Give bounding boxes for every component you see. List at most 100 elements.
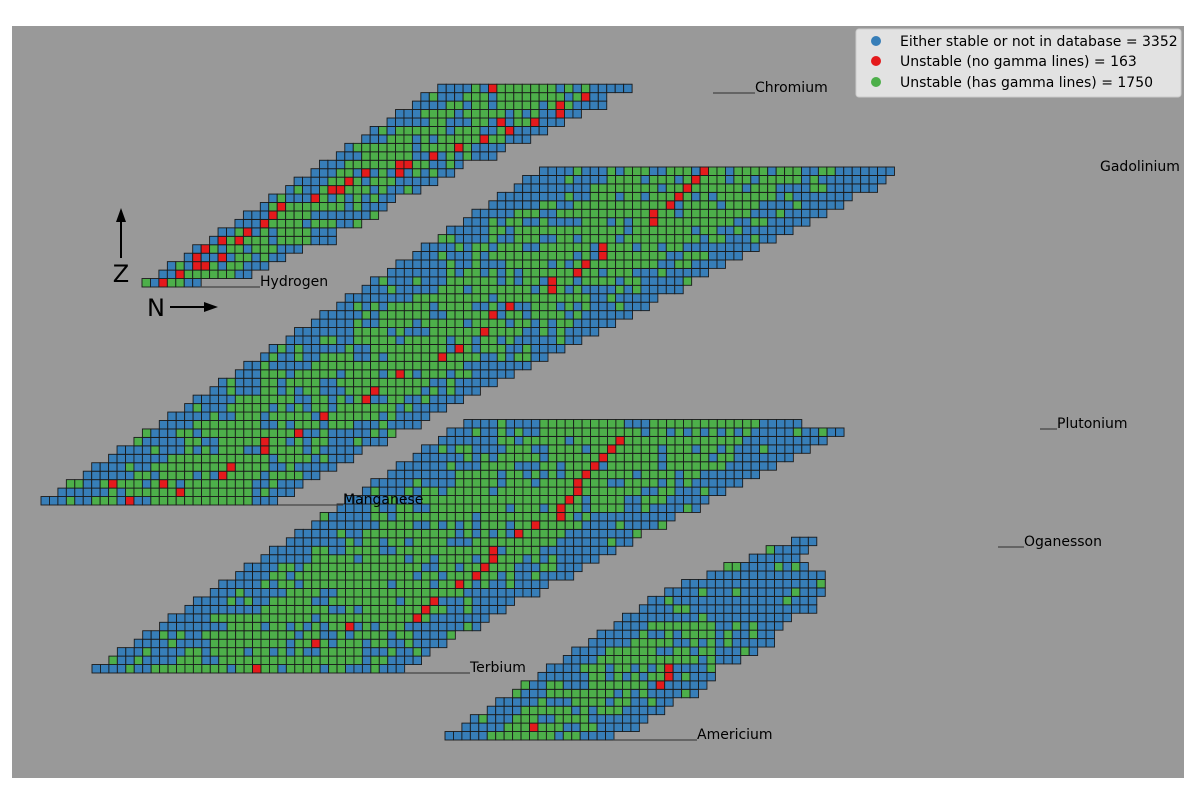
nuclide-cell — [522, 234, 532, 244]
nuclide-cell — [285, 537, 296, 547]
nuclide-cell — [556, 512, 566, 522]
nuclide-cell — [471, 100, 481, 110]
nuclide-cell — [556, 545, 566, 556]
nuclide-cell — [353, 664, 363, 674]
nuclide-cell — [674, 284, 684, 295]
nuclide-cell — [782, 579, 792, 589]
nuclide-cell — [632, 242, 642, 252]
nuclide-cell — [369, 210, 380, 220]
nuclide-cell — [269, 604, 279, 615]
nuclide-cell — [378, 537, 389, 547]
nuclide-cell — [775, 174, 786, 185]
nuclide-cell — [184, 630, 194, 640]
nuclide-cell — [285, 185, 295, 195]
nuclide-cell — [243, 436, 253, 447]
nuclide-cell — [632, 503, 642, 513]
nuclide-cell — [327, 185, 337, 195]
nuclide-cell — [294, 352, 304, 362]
nuclide-cell — [184, 420, 194, 430]
nuclide-cell — [260, 411, 270, 421]
nuclide-cell — [412, 478, 423, 488]
nuclide-cell — [311, 596, 321, 606]
nuclide-cell — [361, 352, 372, 362]
nuclide-cell — [556, 217, 566, 227]
nuclide-cell — [444, 731, 454, 741]
nuclide-cell — [522, 293, 532, 303]
nuclide-cell — [378, 655, 389, 665]
nuclide-cell — [395, 403, 405, 413]
nuclide-cell — [141, 445, 152, 455]
nuclide-cell — [742, 469, 752, 480]
nuclide-cell — [201, 496, 211, 506]
nuclide-cell — [395, 259, 405, 269]
nuclide-cell — [183, 252, 194, 263]
nuclide-cell — [801, 435, 811, 446]
nuclide-cell — [361, 436, 372, 447]
nuclide-cell — [649, 427, 659, 437]
nuclide-cell — [596, 629, 606, 640]
nuclide-cell — [522, 588, 532, 598]
nuclide-cell — [573, 512, 583, 522]
nuclide-cell — [294, 344, 304, 354]
nuclide-cell — [344, 159, 354, 170]
nuclide-cell — [588, 671, 598, 682]
nuclide-cell — [740, 638, 750, 648]
nuclide-cell — [682, 200, 693, 210]
nuclide-cell — [370, 604, 380, 615]
nuclide-cell — [108, 655, 118, 665]
nuclide-cell — [640, 267, 650, 278]
nuclide-cell — [579, 731, 590, 741]
nuclide-cell — [462, 109, 473, 119]
nuclide-cell — [708, 461, 718, 471]
nuclide-cell — [471, 495, 482, 505]
nuclide-cell — [429, 596, 439, 606]
nuclide-cell — [217, 436, 228, 447]
nuclide-cell — [259, 202, 270, 212]
nuclide-cell — [252, 571, 262, 581]
nuclide-cell — [572, 92, 582, 102]
nuclide-cell — [657, 419, 668, 429]
nuclide-cell — [345, 520, 355, 530]
nuclide-cell — [782, 587, 792, 597]
nuclide-cell — [336, 562, 346, 573]
nuclide-cell — [657, 183, 667, 193]
nuclide-cell — [725, 478, 735, 488]
legend: Either stable or not in database = 3352 … — [855, 28, 1182, 98]
nuclide-cell — [497, 571, 507, 581]
nuclide-cell — [345, 537, 355, 547]
nuclide-cell — [361, 159, 371, 170]
nuclide-cell — [252, 588, 262, 598]
nuclide-cell — [361, 202, 371, 212]
nuclide-cell — [345, 647, 355, 657]
nuclide-cell — [438, 596, 448, 606]
nuclide-cell — [285, 638, 296, 649]
nuclide-cell — [774, 604, 784, 614]
nuclide-cell — [632, 166, 642, 176]
nuclide-cell — [361, 520, 372, 530]
nuclide-cell — [530, 528, 541, 539]
nuclide-cell — [192, 403, 203, 413]
nuclide-cell — [259, 235, 270, 246]
nuclide-cell — [674, 217, 684, 227]
nuclide-cell — [529, 722, 539, 732]
nuclide-cell — [801, 208, 811, 219]
nuclide-cell — [596, 663, 606, 673]
nuclide-cell — [623, 276, 633, 286]
nuclide-cell — [683, 452, 693, 463]
nuclide-cell — [428, 125, 439, 136]
nuclide-cell — [176, 621, 186, 632]
nuclide-cell — [454, 613, 465, 623]
nuclide-cell — [613, 680, 623, 690]
nuclide-cell — [522, 208, 532, 219]
nuclide-cell — [664, 680, 674, 690]
nuclide-cell — [471, 452, 482, 463]
nuclide-cell — [607, 520, 617, 530]
nuclide-cell — [648, 191, 659, 202]
nuclide-cell — [589, 318, 600, 329]
nuclide-cell — [750, 444, 760, 454]
nuclide-cell — [792, 183, 802, 193]
nuclide-cell — [572, 284, 583, 295]
nuclide-cell — [564, 251, 574, 261]
nuclide-cell — [503, 722, 514, 732]
nuclide-cell — [589, 92, 599, 102]
